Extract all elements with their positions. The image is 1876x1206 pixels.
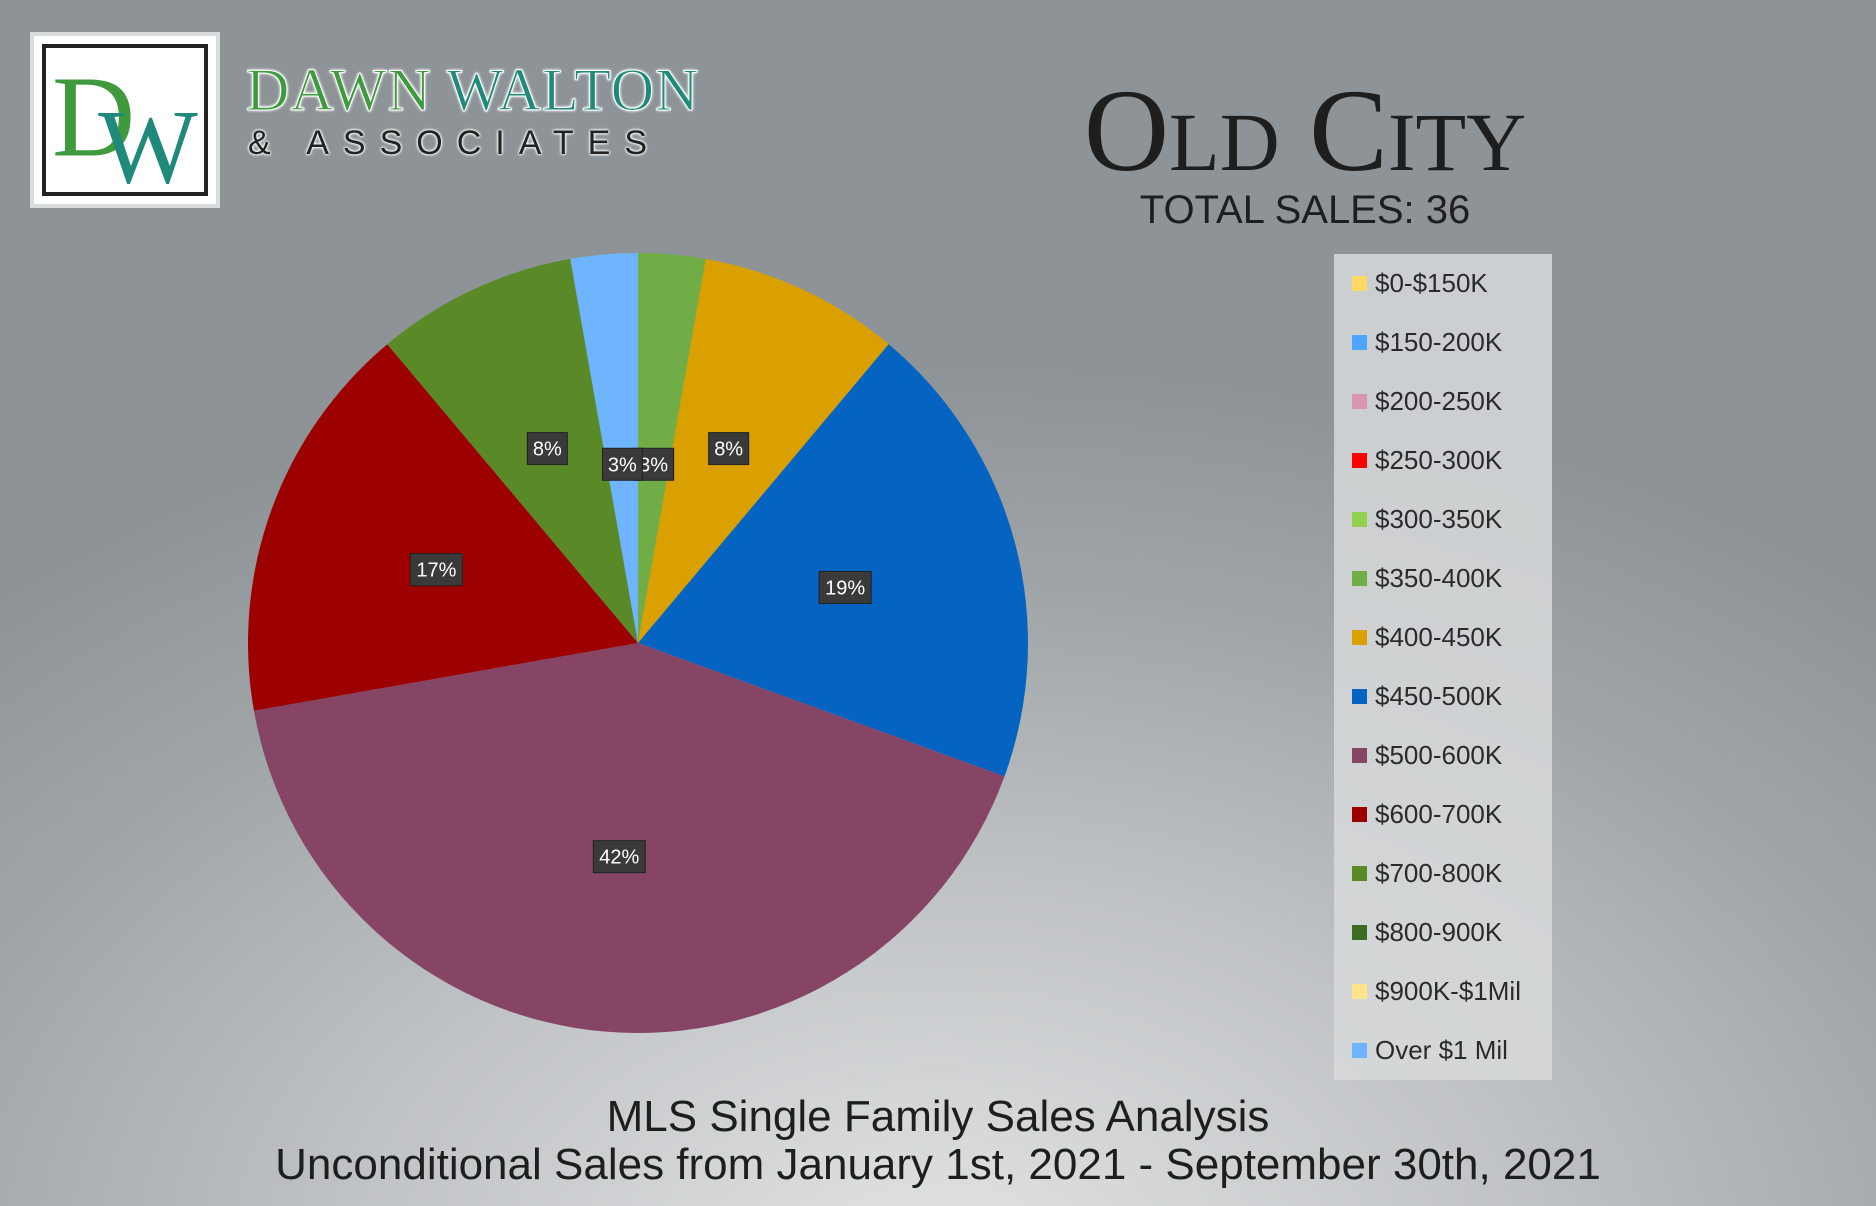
- logo-letter-d: D: [52, 53, 135, 181]
- legend-swatch-3: [1352, 452, 1367, 468]
- legend-item-5: $350-400K: [1352, 563, 1502, 593]
- data-label-box-6: [708, 432, 750, 466]
- legend-swatch-9: [1352, 806, 1367, 822]
- legend-swatch-13: [1352, 1042, 1367, 1058]
- data-label-box-13: [601, 447, 643, 481]
- legend-label-13: Over $1 Mil: [1375, 1034, 1508, 1065]
- legend-label-11: $800-900K: [1375, 916, 1503, 947]
- legend-item-12: $900K-$1Mil: [1352, 976, 1521, 1006]
- legend-label-3: $250-300K: [1375, 444, 1503, 475]
- data-label-13: 3%: [601, 447, 643, 481]
- legend-label-7: $450-500K: [1375, 680, 1503, 711]
- logo-box: D W: [30, 32, 220, 208]
- data-label-10: 8%: [526, 432, 568, 466]
- legend-item-6: $400-450K: [1352, 622, 1502, 652]
- legend-swatch-12: [1352, 983, 1367, 999]
- legend-item-1: $150-200K: [1352, 327, 1502, 357]
- brand-name-second: WALTON: [446, 57, 700, 123]
- brand-name: DAWN WALTON: [246, 57, 746, 123]
- legend-item-8: $500-600K: [1352, 740, 1502, 770]
- legend-swatch-4: [1352, 511, 1367, 527]
- legend-swatch-8: [1352, 747, 1367, 763]
- data-label-6: 8%: [708, 432, 750, 466]
- data-label-box-10: [526, 432, 568, 466]
- data-label-box-8: [592, 840, 646, 874]
- data-label-8: 42%: [592, 840, 646, 874]
- legend-label-8: $500-600K: [1375, 739, 1503, 770]
- data-label-box-9: [409, 553, 463, 587]
- legend-swatch-10: [1352, 865, 1367, 881]
- data-label-box-7: [818, 570, 872, 604]
- legend-swatch-6: [1352, 629, 1367, 645]
- brand-name-first: DAWN: [246, 57, 447, 123]
- pie-slice-8: [253, 643, 1005, 1033]
- legend-label-12: $900K-$1Mil: [1375, 975, 1521, 1006]
- data-label-text-13: 3%: [608, 454, 637, 476]
- data-label-text-9: 17%: [416, 560, 456, 582]
- logo-letter-w: W: [98, 88, 198, 192]
- legend-item-7: $450-500K: [1352, 681, 1502, 711]
- legend-item-0: $0-$150K: [1352, 268, 1488, 298]
- legend-item-4: $300-350K: [1352, 504, 1502, 534]
- legend-swatch-0: [1352, 275, 1367, 291]
- legend-item-11: $800-900K: [1352, 917, 1502, 947]
- brand-subtitle: & ASSOCIATES: [248, 124, 662, 162]
- legend-label-4: $300-350K: [1375, 503, 1503, 534]
- pie-slice-9: [247, 344, 638, 711]
- legend-label-5: $350-400K: [1375, 562, 1503, 593]
- chart-legend: $0-$150K $150-200K $200-250K $250-300K $300-…: [1334, 254, 1552, 1080]
- legend-swatch-5: [1352, 570, 1367, 586]
- logo-mark: D W: [42, 44, 208, 196]
- legend-swatch-1: [1352, 334, 1367, 350]
- legend-item-2: $200-250K: [1352, 386, 1502, 416]
- legend-item-9: $600-700K: [1352, 799, 1502, 829]
- legend-label-6: $400-450K: [1375, 621, 1503, 652]
- data-label-text-7: 19%: [825, 577, 865, 599]
- data-label-text-5: 3%: [639, 454, 668, 476]
- footer-date-range: Unconditional Sales from January 1st, 20…: [275, 1140, 1601, 1189]
- data-label-9: 17%: [409, 553, 463, 587]
- legend-label-2: $200-250K: [1375, 385, 1503, 416]
- legend-label-10: $700-800K: [1375, 857, 1503, 888]
- legend-label-9: $600-700K: [1375, 798, 1503, 829]
- data-label-text-10: 8%: [533, 439, 562, 461]
- legend-item-3: $250-300K: [1352, 445, 1502, 475]
- pie-slice-6: [638, 258, 889, 643]
- legend-label-1: $150-200K: [1375, 326, 1503, 357]
- data-label-7: 19%: [818, 570, 872, 604]
- legend-label-0: $0-$150K: [1375, 267, 1488, 298]
- pie-slice-10: [387, 258, 638, 643]
- data-label-text-8: 42%: [599, 847, 639, 869]
- brand-wordmark: DAWN WALTON & ASSOCIATES: [246, 60, 746, 163]
- footer-title: MLS Single Family Sales Analysis: [606, 1092, 1270, 1141]
- legend-item-13: Over $1 Mil: [1352, 1035, 1508, 1065]
- total-sales: TOTAL SALES: 36: [1139, 188, 1471, 232]
- legend-swatch-11: [1352, 924, 1367, 940]
- legend-swatch-7: [1352, 688, 1367, 704]
- pie-slice-7: [638, 344, 1028, 777]
- legend-item-10: $700-800K: [1352, 858, 1502, 888]
- legend-swatch-2: [1352, 393, 1367, 409]
- dw-logo-icon: D W: [52, 53, 198, 192]
- data-label-text-6: 8%: [714, 439, 743, 461]
- page-title: Old City: [1083, 65, 1527, 196]
